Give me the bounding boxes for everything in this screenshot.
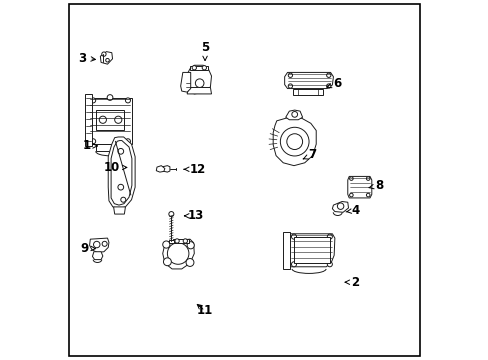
Circle shape — [118, 148, 123, 154]
Polygon shape — [284, 72, 333, 89]
Text: 6: 6 — [326, 77, 341, 90]
Circle shape — [102, 52, 106, 56]
Polygon shape — [347, 176, 371, 198]
Text: 2: 2 — [345, 276, 359, 289]
Circle shape — [121, 197, 125, 202]
Circle shape — [167, 243, 188, 264]
Circle shape — [90, 139, 96, 144]
Circle shape — [93, 241, 100, 248]
Polygon shape — [190, 66, 207, 69]
Text: 8: 8 — [368, 179, 382, 192]
Circle shape — [99, 116, 106, 123]
Circle shape — [102, 241, 107, 246]
Circle shape — [337, 203, 343, 210]
Text: 7: 7 — [303, 148, 316, 161]
Polygon shape — [292, 89, 323, 95]
Polygon shape — [173, 239, 188, 243]
Circle shape — [326, 73, 330, 77]
Circle shape — [366, 193, 369, 197]
Circle shape — [326, 84, 330, 88]
Polygon shape — [88, 98, 131, 144]
Polygon shape — [293, 237, 329, 263]
Circle shape — [115, 116, 122, 123]
Polygon shape — [283, 232, 290, 269]
Text: 3: 3 — [78, 51, 95, 64]
Text: 10: 10 — [103, 161, 126, 174]
Circle shape — [90, 98, 96, 103]
Circle shape — [366, 177, 369, 180]
Circle shape — [291, 112, 297, 117]
Circle shape — [125, 98, 130, 103]
Circle shape — [349, 193, 352, 197]
Circle shape — [280, 127, 308, 156]
Polygon shape — [156, 166, 164, 172]
Circle shape — [286, 134, 302, 149]
Polygon shape — [85, 94, 92, 146]
Circle shape — [175, 239, 179, 243]
Circle shape — [326, 234, 332, 239]
Circle shape — [291, 234, 296, 239]
Polygon shape — [163, 166, 169, 172]
Circle shape — [326, 262, 332, 267]
Circle shape — [291, 262, 296, 267]
Text: 12: 12 — [183, 163, 205, 176]
Circle shape — [187, 242, 194, 249]
Circle shape — [349, 177, 352, 180]
Polygon shape — [113, 207, 125, 214]
Circle shape — [195, 79, 203, 87]
Polygon shape — [163, 239, 194, 269]
Circle shape — [107, 95, 113, 100]
Polygon shape — [332, 202, 348, 212]
Circle shape — [163, 258, 171, 266]
Polygon shape — [168, 240, 174, 243]
Polygon shape — [108, 137, 135, 209]
Text: 4: 4 — [346, 204, 359, 217]
Polygon shape — [111, 140, 132, 205]
Polygon shape — [92, 252, 102, 260]
Polygon shape — [285, 234, 334, 267]
Circle shape — [105, 58, 109, 62]
Circle shape — [118, 184, 123, 190]
Circle shape — [163, 241, 169, 248]
Text: 13: 13 — [184, 210, 204, 222]
Text: 9: 9 — [81, 242, 95, 255]
Polygon shape — [285, 110, 302, 120]
Circle shape — [185, 258, 194, 266]
Text: 11: 11 — [197, 305, 213, 318]
Polygon shape — [187, 87, 211, 94]
Text: 1: 1 — [82, 139, 97, 152]
Circle shape — [287, 84, 292, 88]
Circle shape — [192, 66, 196, 70]
Circle shape — [168, 212, 174, 217]
Polygon shape — [96, 110, 124, 130]
Text: 5: 5 — [201, 41, 209, 60]
Circle shape — [125, 139, 130, 144]
Circle shape — [183, 239, 187, 243]
Polygon shape — [100, 51, 112, 64]
Circle shape — [287, 73, 292, 77]
Polygon shape — [96, 144, 124, 151]
Polygon shape — [89, 238, 109, 252]
Polygon shape — [187, 65, 211, 94]
Polygon shape — [273, 117, 316, 166]
Polygon shape — [180, 72, 190, 92]
Circle shape — [202, 66, 206, 70]
